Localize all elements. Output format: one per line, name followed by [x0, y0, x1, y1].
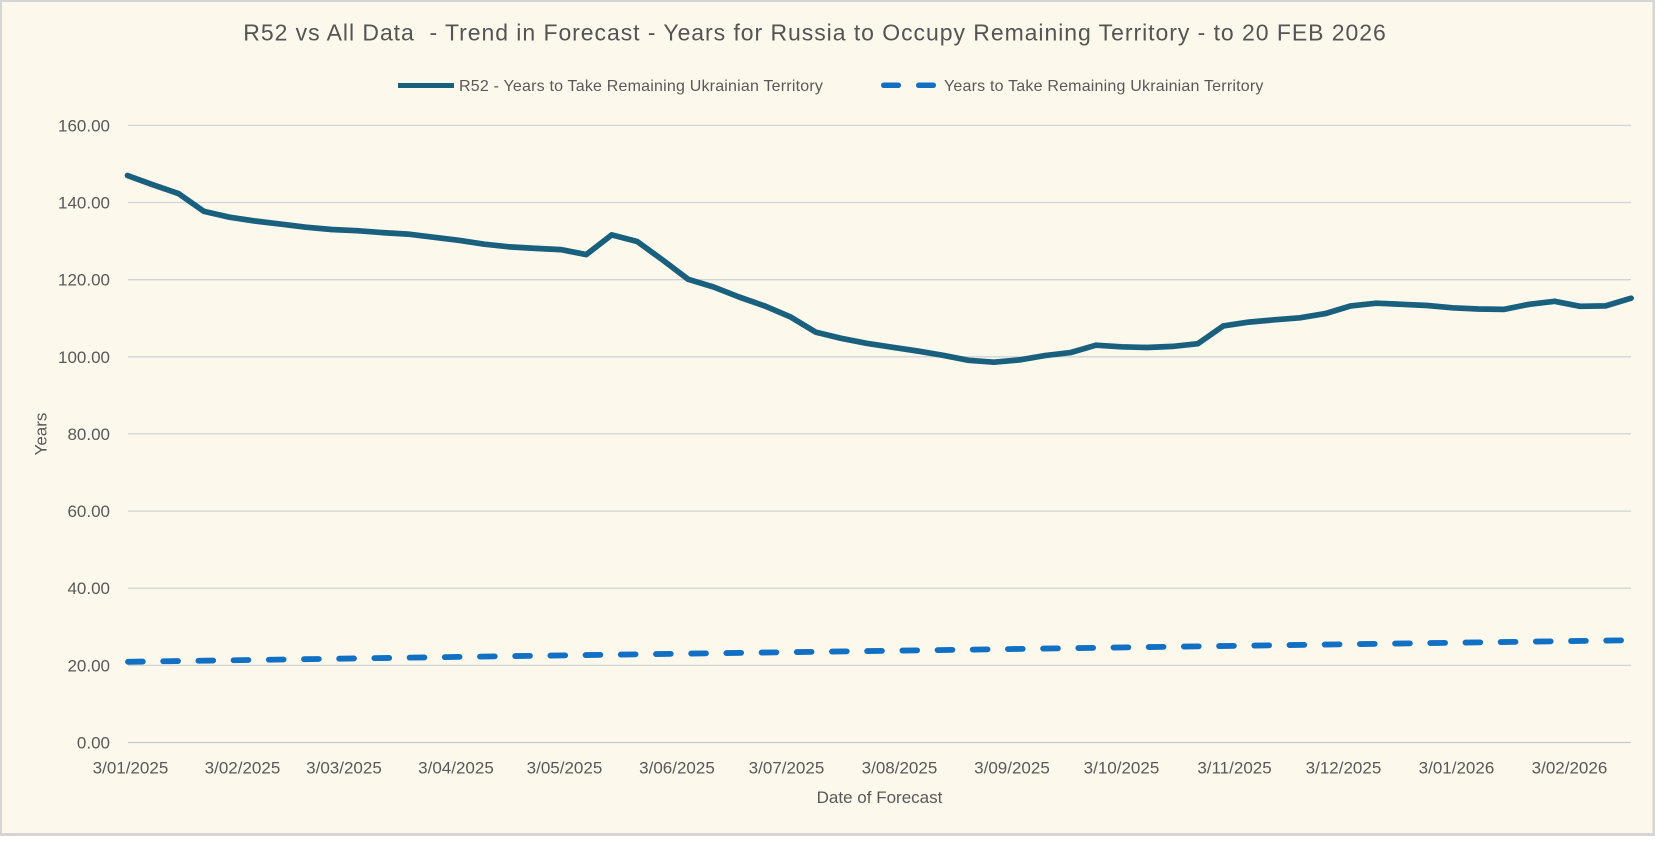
svg-text:3/03/2025: 3/03/2025 — [306, 759, 382, 778]
svg-text:Date of Forecast: Date of Forecast — [817, 788, 943, 807]
svg-text:3/05/2025: 3/05/2025 — [527, 759, 603, 778]
svg-text:3/09/2025: 3/09/2025 — [974, 759, 1050, 778]
svg-text:3/08/2025: 3/08/2025 — [862, 759, 938, 778]
svg-text:40.00: 40.00 — [67, 579, 110, 598]
svg-text:R52 - Years to Take Remaining: R52 - Years to Take Remaining Ukrainian … — [459, 78, 823, 95]
svg-text:160.00: 160.00 — [58, 116, 110, 135]
svg-text:3/02/2026: 3/02/2026 — [1532, 759, 1608, 778]
svg-text:3/12/2025: 3/12/2025 — [1306, 759, 1382, 778]
svg-text:3/02/2025: 3/02/2025 — [205, 759, 281, 778]
svg-text:120.00: 120.00 — [58, 271, 110, 290]
svg-text:3/06/2025: 3/06/2025 — [639, 759, 715, 778]
svg-text:3/11/2025: 3/11/2025 — [1197, 759, 1271, 778]
svg-text:140.00: 140.00 — [58, 194, 110, 213]
svg-text:0.00: 0.00 — [77, 734, 110, 753]
svg-text:60.00: 60.00 — [67, 502, 110, 521]
svg-text:3/01/2026: 3/01/2026 — [1419, 759, 1495, 778]
svg-text:100.00: 100.00 — [58, 348, 110, 367]
svg-text:Years: Years — [32, 413, 51, 456]
svg-text:3/10/2025: 3/10/2025 — [1084, 759, 1160, 778]
svg-text:3/07/2025: 3/07/2025 — [749, 759, 825, 778]
svg-text:20.00: 20.00 — [67, 656, 110, 675]
svg-text:Years to Take Remaining Ukrain: Years to Take Remaining Ukrainian Territ… — [944, 78, 1264, 95]
svg-text:80.00: 80.00 — [67, 425, 110, 444]
svg-text:R52 vs All Data - Trend in Fo: R52 vs All Data - Trend in Forecast - Ye… — [243, 20, 1386, 46]
svg-text:3/01/2025: 3/01/2025 — [93, 759, 169, 778]
svg-text:3/04/2025: 3/04/2025 — [418, 759, 494, 778]
